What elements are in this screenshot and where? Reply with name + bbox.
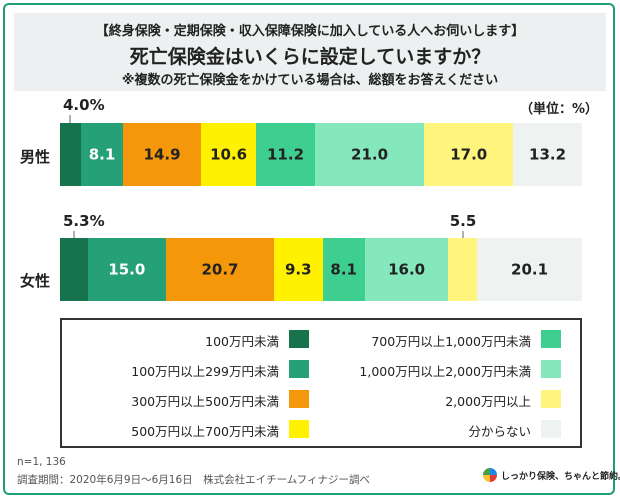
bar-segment <box>477 238 582 301</box>
bar-segment <box>123 123 201 186</box>
callout-leader-line <box>69 115 72 123</box>
unit-label: （単位：%） <box>519 102 598 117</box>
bar-segment <box>80 123 124 186</box>
bar-segment <box>513 123 582 186</box>
callout-label: 4.0% <box>63 96 105 114</box>
bar-value-label: 8.1 <box>88 145 116 163</box>
bar-segment <box>256 123 315 186</box>
bar-value-label: 21.0 <box>351 145 389 163</box>
callout-leader-line <box>72 231 75 238</box>
legend-item: 700万円以上1,000万円未満 <box>62 328 561 352</box>
brand-mark-icon <box>483 468 497 482</box>
bar-segment <box>424 123 514 186</box>
brand-logo: しっかり保険、ちゃんと節約。 <box>483 468 620 482</box>
header-footnote: ※複数の死亡保険金をかけている場合は、総額をお答えください <box>121 73 499 88</box>
bar-value-label: 13.2 <box>529 145 567 163</box>
header-target-note: 【終身保険・定期保険・収入保障保険に加入している人へお伺いします】 <box>95 24 525 39</box>
legend-label: 分からない <box>468 424 531 439</box>
legend-label: 100万円以上299万円未満 <box>131 364 279 379</box>
bar-segment <box>274 238 323 301</box>
chart-title: 死亡保険金はいくらに設定していますか？ <box>129 46 491 68</box>
bar-value-label: 15.0 <box>108 260 146 278</box>
callout-label: 5.5 <box>449 212 477 230</box>
bar-value-label: 20.1 <box>511 260 549 278</box>
legend-swatch <box>541 390 561 408</box>
chart-header: 【終身保険・定期保険・収入保障保険に加入している人へお伺いします】 死亡保険金は… <box>14 13 606 91</box>
legend-label: 700万円以上1,000万円未満 <box>371 334 531 349</box>
bar-value-label: 16.0 <box>388 260 426 278</box>
bar-segment <box>200 123 257 186</box>
bar-segment <box>60 123 81 186</box>
bar-segment <box>448 238 478 301</box>
legend-label: 2,000万円以上 <box>445 394 531 409</box>
bar-value-label: 17.0 <box>450 145 488 163</box>
legend-swatch <box>541 360 561 378</box>
legend-swatch <box>541 330 561 348</box>
bar-value-label: 9.3 <box>284 260 312 278</box>
callout-label: 5.3% <box>63 212 105 230</box>
legend-label: 100万円未満 <box>205 334 279 349</box>
bar-segment <box>322 238 365 301</box>
bar-segment <box>87 238 166 301</box>
legend-item: 100万円以上299万円未満 <box>62 358 309 382</box>
legend-swatch <box>289 330 309 348</box>
bar-value-label: 20.7 <box>201 260 239 278</box>
legend-label: 1,000万円以上2,000万円未満 <box>359 364 531 379</box>
legend-label: 500万円以上700万円未満 <box>131 424 279 439</box>
legend-item: 100万円未満 <box>62 328 309 352</box>
legend-item: 300万円以上500万円未満 <box>62 388 309 412</box>
legend-swatch <box>289 420 309 438</box>
legend: 100万円未満 100万円以上299万円未満 300万円以上500万円未満 50… <box>60 318 582 448</box>
row-label-female: 女性 <box>20 272 51 290</box>
stacked-bar-chart: 4.0% 8.1 14.9 10.6 11.2 21.0 17.0 13.2 5.3% 15.0 2… <box>60 96 582 301</box>
legend-item: 1,000万円以上2,000万円未満 <box>62 358 561 382</box>
row-label-male: 男性 <box>20 148 51 166</box>
bar-value-label: 14.9 <box>143 145 181 163</box>
legend-item: 分からない <box>62 418 561 442</box>
bar-segment <box>60 238 88 301</box>
bar-segment <box>165 238 274 301</box>
legend-item: 2,000万円以上 <box>62 388 561 412</box>
bar-value-label: 10.6 <box>210 145 248 163</box>
bar-value-label: 11.2 <box>266 145 305 163</box>
bar-segment <box>364 238 449 301</box>
survey-note: 調査期間：2020年6月9日〜6月16日 株式会社エイチームフィナジー調べ <box>17 474 370 486</box>
legend-label: 300万円以上500万円未満 <box>131 394 279 409</box>
legend-swatch <box>541 420 561 438</box>
bar-segment <box>314 123 425 186</box>
legend-swatch <box>289 360 309 378</box>
legend-swatch <box>289 390 309 408</box>
callout-leader-line <box>461 231 464 238</box>
legend-item: 500万円以上700万円未満 <box>62 418 309 442</box>
bar-value-label: 8.1 <box>330 260 357 278</box>
sample-size: n=1, 136 <box>17 456 66 468</box>
brand-tagline: しっかり保険、ちゃんと節約。 <box>501 471 620 482</box>
